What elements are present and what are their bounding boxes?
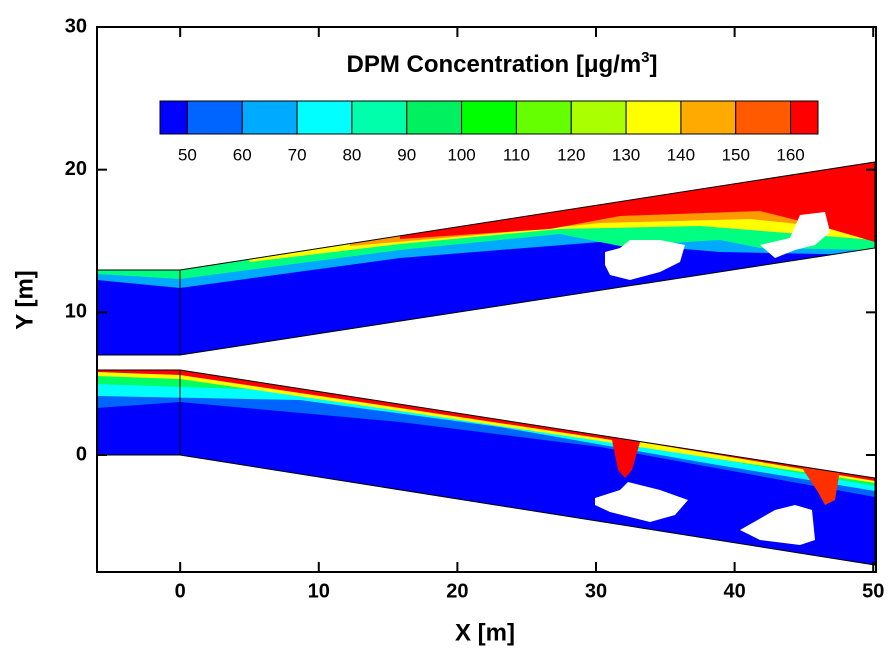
y-tick-label: 0 [76, 443, 87, 465]
colorbar-box [159, 100, 188, 135]
colorbar-box [790, 100, 819, 135]
vehicles [595, 212, 830, 545]
colorbar-title: DPM Concentration [μg/m3] [346, 49, 657, 78]
y-tick-label: 30 [65, 15, 87, 37]
colorbar-tick-label: 100 [447, 145, 475, 164]
colorbar-tick-label: 60 [233, 145, 252, 164]
colorbar-tick-label: 140 [667, 145, 695, 164]
colorbar-tick-label: 70 [288, 145, 307, 164]
colorbar-box [351, 100, 408, 135]
plot-frame [96, 26, 877, 573]
x-axis-label: X [m] [455, 619, 515, 646]
x-tick-label: 30 [585, 580, 607, 602]
x-tick-label: 0 [175, 580, 186, 602]
y-tick-label: 10 [65, 301, 87, 323]
x-tick-label: 50 [862, 580, 884, 602]
colorbar-box [625, 100, 682, 135]
colorbar-box [461, 100, 517, 135]
colorbar-box [515, 100, 572, 135]
colorbar-tick-label: 150 [722, 145, 750, 164]
colorbar-box [735, 100, 792, 135]
colorbar-box [680, 100, 737, 135]
title-superscript: 3 [641, 49, 649, 66]
title-text: DPM Concentration [μg/m [346, 51, 641, 78]
colorbar-box [296, 100, 353, 135]
colorbar-tick-label: 130 [612, 145, 640, 164]
x-tick-label: 10 [308, 580, 330, 602]
y-axis-label: Y [m] [11, 270, 38, 330]
colorbar-tick-label: 120 [557, 145, 585, 164]
title-end: ] [650, 51, 658, 78]
upper-duct-field [97, 162, 875, 355]
colorbar-box [186, 100, 243, 135]
colorbar-tick-label: 110 [503, 145, 530, 164]
colorbar-tick-label: 80 [342, 145, 361, 164]
colorbar-tick-label: 90 [397, 145, 416, 164]
colorbar-tick-label: 50 [178, 145, 197, 164]
colorbar-box [406, 100, 463, 135]
colorbar-box [570, 100, 627, 135]
colorbar-tick-label: 160 [776, 145, 804, 164]
x-tick-label: 40 [723, 580, 745, 602]
y-tick-label: 20 [65, 158, 87, 180]
x-tick-label: 20 [446, 580, 468, 602]
colorbar-box [241, 100, 298, 135]
